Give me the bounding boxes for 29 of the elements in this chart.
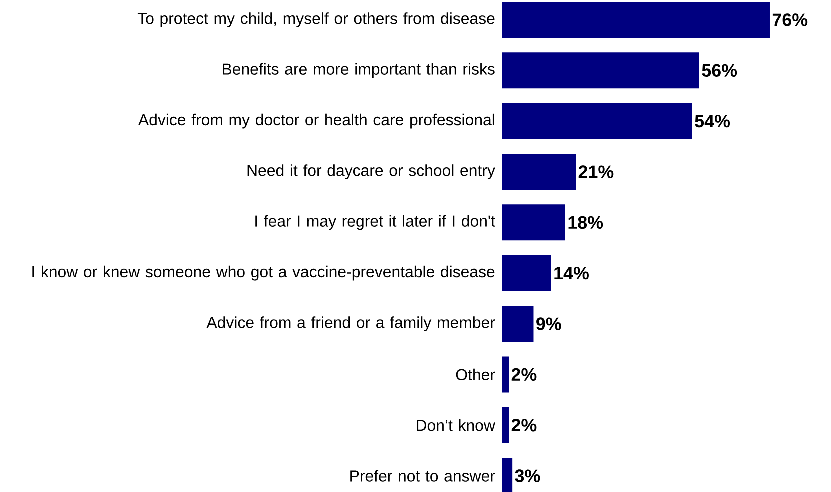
y-tick-label: Don’t know	[417, 420, 496, 432]
data-label: 21%	[578, 166, 614, 178]
data-label: 18%	[568, 216, 604, 230]
bar	[502, 255, 552, 292]
bar	[502, 154, 576, 190]
bar	[502, 2, 770, 38]
y-tick-label: Advice from my doctor or health care professional	[138, 114, 494, 129]
y-tick-label: Prefer not to answer	[350, 470, 496, 482]
y-tick-label: Need it for daycare or school entry	[248, 164, 496, 180]
y-tick-label: Benefits are more important than risks	[223, 63, 495, 78]
data-label: 56%	[702, 64, 738, 78]
bar	[502, 407, 510, 444]
data-label: 2%	[512, 368, 537, 382]
data-label: 9%	[536, 318, 562, 330]
bar	[502, 103, 692, 140]
bar	[502, 306, 534, 342]
data-label: 14%	[554, 267, 589, 280]
data-label: 2%	[512, 419, 537, 432]
data-label: 54%	[695, 115, 730, 128]
data-label: 76%	[772, 14, 808, 26]
bar	[502, 52, 700, 89]
y-tick-label: Advice from a friend or a family member	[206, 316, 496, 332]
data-label: 3%	[515, 470, 540, 482]
y-tick-label: To protect my child, myself or others from disease	[138, 12, 495, 28]
bar	[502, 204, 566, 241]
y-tick-label: I fear I may regret it later if I don't	[256, 215, 496, 230]
y-tick-label: Other	[456, 368, 496, 381]
bar	[502, 356, 510, 393]
y-tick-label: I know or knew someone who got a vaccine-preventable disease	[32, 266, 495, 281]
